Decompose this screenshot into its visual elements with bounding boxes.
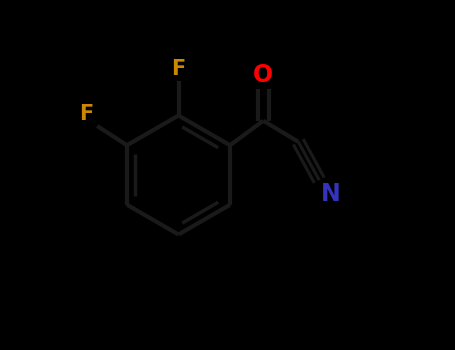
Text: O: O <box>253 63 273 88</box>
Text: N: N <box>321 182 341 206</box>
Text: F: F <box>80 104 94 124</box>
Text: F: F <box>172 59 186 79</box>
